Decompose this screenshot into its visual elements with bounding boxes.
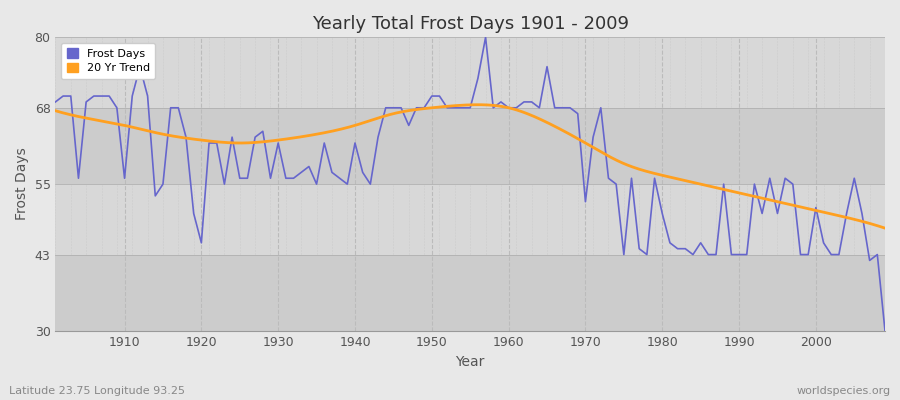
Bar — [56, 184, 885, 254]
Y-axis label: Frost Days: Frost Days — [15, 148, 29, 220]
Text: Latitude 23.75 Longitude 93.25: Latitude 23.75 Longitude 93.25 — [9, 386, 185, 396]
Text: worldspecies.org: worldspecies.org — [796, 386, 891, 396]
Bar — [56, 37, 885, 108]
X-axis label: Year: Year — [455, 355, 485, 369]
Legend: Frost Days, 20 Yr Trend: Frost Days, 20 Yr Trend — [61, 43, 155, 79]
Title: Yearly Total Frost Days 1901 - 2009: Yearly Total Frost Days 1901 - 2009 — [311, 15, 629, 33]
Bar — [56, 254, 885, 331]
Bar — [56, 108, 885, 184]
